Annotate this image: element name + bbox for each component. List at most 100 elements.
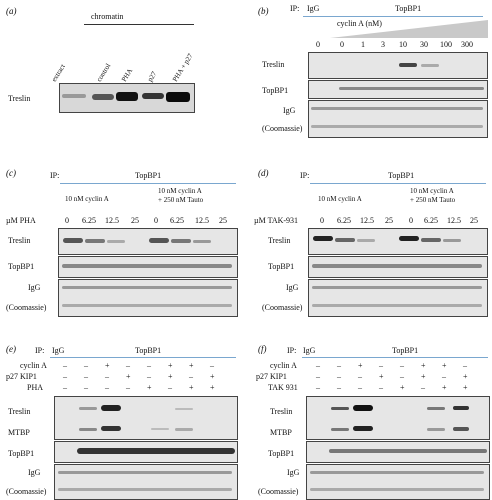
panel-b-row-igg: IgG xyxy=(283,106,296,115)
panel-e-cond-1: p27 KIP1 xyxy=(6,372,37,381)
panel-d-ip-line xyxy=(310,183,486,184)
condition-sign: – xyxy=(379,361,383,370)
condition-sign: + xyxy=(379,372,384,381)
panel-e-ip-line xyxy=(50,357,236,358)
panel-c-conc: 0 xyxy=(65,216,69,225)
condition-sign: – xyxy=(84,383,88,392)
panel-f-row-topbp1: TopBP1 xyxy=(268,449,295,458)
condition-sign: + xyxy=(210,372,215,381)
panel-b-conc-label: cyclin A (nM) xyxy=(337,19,382,28)
panel-c-conc: 0 xyxy=(154,216,158,225)
panel-c-topbp1-blot xyxy=(58,256,238,278)
panel-c-label: (c) xyxy=(6,168,16,178)
condition-sign: – xyxy=(358,372,362,381)
panel-d-group2-line2: + 250 nM Tauto xyxy=(410,196,456,204)
condition-sign: – xyxy=(189,372,193,381)
condition-sign: – xyxy=(84,372,88,381)
condition-sign: – xyxy=(63,361,67,370)
condition-sign: + xyxy=(463,383,468,392)
panel-f-cond-2: TAK 931 xyxy=(268,383,298,392)
condition-sign: + xyxy=(421,372,426,381)
panel-d-row-treslin: Treslin xyxy=(268,236,291,245)
panel-d-conc: 0 xyxy=(409,216,413,225)
panel-b-row-coomassie: (Coomassie) xyxy=(262,124,303,133)
panel-c-group2-line2: + 250 nM Tauto xyxy=(158,196,204,204)
condition-sign: – xyxy=(337,383,341,392)
panel-e-topbp1-blot xyxy=(54,441,238,463)
panel-e-label: (e) xyxy=(6,344,16,354)
panel-f-label: (f) xyxy=(258,344,267,354)
panel-d-treslin-blot xyxy=(308,228,488,255)
panel-a-lane-pha-p27: PHA + p27 xyxy=(171,52,195,84)
panel-d-conc: 0 xyxy=(320,216,324,225)
panel-b-treslin-blot xyxy=(308,52,488,79)
condition-sign: – xyxy=(63,372,67,381)
condition-sign: – xyxy=(316,361,320,370)
condition-sign: + xyxy=(147,383,152,392)
panel-e-row-topbp1: TopBP1 xyxy=(8,449,35,458)
condition-sign: – xyxy=(168,383,172,392)
panel-f-cond-0: cyclin A xyxy=(270,361,297,370)
condition-sign: – xyxy=(316,372,320,381)
panel-f-row-coomassie: (Coomassie) xyxy=(258,487,299,496)
panel-b-conc: 10 xyxy=(399,40,407,49)
panel-f-row-treslin: Treslin xyxy=(270,407,293,416)
panel-c-conc: 12.5 xyxy=(105,216,119,225)
panel-d-row-igg: IgG xyxy=(286,283,299,292)
panel-f-row-igg: IgG xyxy=(287,468,300,477)
panel-c-ip-label: IP: xyxy=(50,171,60,180)
condition-sign: + xyxy=(358,361,363,370)
panel-b-conc: 0 xyxy=(340,40,344,49)
panel-b-conc: 100 xyxy=(440,40,452,49)
panel-b-ip-label: IP: xyxy=(290,4,300,13)
condition-sign: + xyxy=(168,372,173,381)
panel-c-ip-topbp1: TopBP1 xyxy=(135,171,162,180)
panel-a-lane-p27: p27 xyxy=(146,70,159,84)
panel-a-lane-pha: PHA xyxy=(120,67,135,84)
panel-b-igg-blot xyxy=(308,100,488,138)
panel-a-blot xyxy=(59,83,195,113)
panel-e-row-treslin: Treslin xyxy=(8,407,31,416)
panel-f-topbp1-blot xyxy=(306,441,490,463)
panel-d-group1: 10 nM cyclin A xyxy=(318,195,362,203)
panel-c-row-igg: IgG xyxy=(28,283,41,292)
panel-f-igg-blot xyxy=(306,464,490,500)
panel-b-conc: 300 xyxy=(461,40,473,49)
condition-sign: + xyxy=(189,361,194,370)
panel-b-ip-line xyxy=(303,16,483,17)
panel-d-conc: 25 xyxy=(385,216,393,225)
panel-a-header: chromatin xyxy=(91,12,124,21)
panel-d-label: (d) xyxy=(258,168,269,178)
panel-d-igg-blot xyxy=(308,279,488,317)
panel-f-row-mtbp: MTBP xyxy=(270,428,292,437)
panel-d-ip-topbp1: TopBP1 xyxy=(388,171,415,180)
condition-sign: – xyxy=(316,383,320,392)
panel-b-ip-igg: IgG xyxy=(307,4,320,13)
panel-c-conc: 6.25 xyxy=(170,216,184,225)
panel-c-row-treslin: Treslin xyxy=(8,236,31,245)
condition-sign: + xyxy=(442,361,447,370)
panel-c-conc: 12.5 xyxy=(195,216,209,225)
condition-sign: – xyxy=(84,361,88,370)
condition-sign: – xyxy=(63,383,67,392)
panel-d-row-topbp1: TopBP1 xyxy=(268,262,295,271)
panel-f-cond-1: p27 KIP1 xyxy=(256,372,287,381)
condition-sign: – xyxy=(400,372,404,381)
panel-b-conc: 0 xyxy=(316,40,320,49)
panel-c-group1: 10 nM cyclin A xyxy=(65,195,109,203)
panel-c-igg-blot xyxy=(58,279,238,317)
panel-e-ip-igg: IgG xyxy=(52,346,65,355)
panel-b-row-topbp1: TopBP1 xyxy=(262,86,289,95)
panel-b-ip-topbp1: TopBP1 xyxy=(395,4,422,13)
panel-c-drug-label: µM PHA xyxy=(6,216,36,225)
condition-sign: – xyxy=(442,372,446,381)
condition-sign: – xyxy=(358,383,362,392)
panel-b-conc: 3 xyxy=(381,40,385,49)
panel-a-header-line xyxy=(84,24,194,25)
panel-c-ip-line xyxy=(60,183,236,184)
panel-f-ip-topbp1: TopBP1 xyxy=(392,346,419,355)
panel-d-ip-label: IP: xyxy=(300,171,310,180)
panel-a-label: (a) xyxy=(6,6,17,16)
panel-f-treslin-mtbp-blot xyxy=(306,396,490,440)
condition-sign: – xyxy=(105,372,109,381)
